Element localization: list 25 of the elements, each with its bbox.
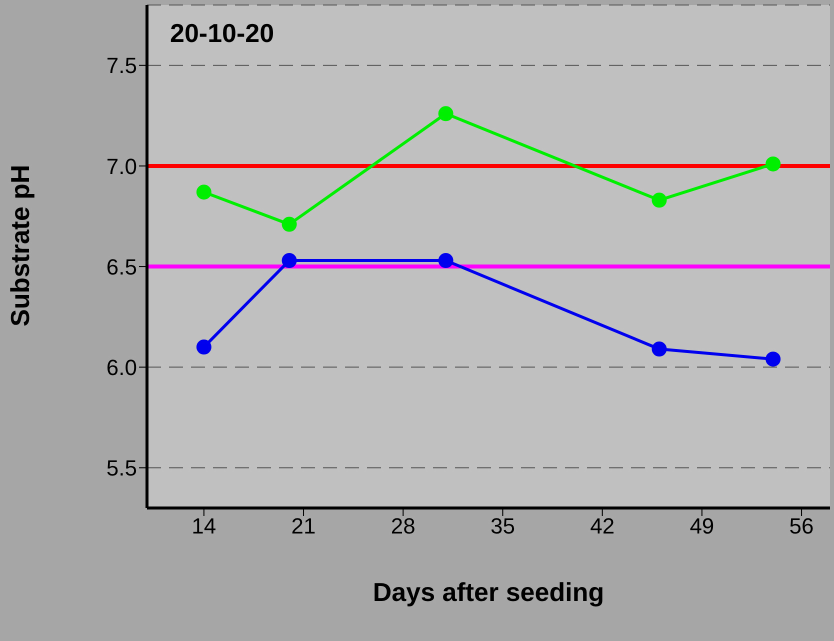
point [652,342,667,357]
x-tick-label: 56 [789,514,814,539]
y-tick-label: 7.5 [106,53,137,78]
y-tick-label: 6.0 [106,354,137,380]
y-tick-label: 5.5 [106,456,137,481]
x-tick-label: 35 [490,514,515,539]
x-axis-title: Days after seeding [372,577,604,607]
point [438,106,454,122]
point [282,216,297,232]
x-tick-label: 21 [291,514,316,539]
x-tick-label: 14 [192,514,216,539]
x-tick-label: 49 [690,514,714,539]
point [282,253,297,268]
text: 20-10-20 [170,18,274,49]
x-tick-label: 28 [390,514,416,539]
point [196,184,212,200]
point [766,352,781,367]
point [438,253,454,268]
point [652,192,667,208]
point [766,156,781,172]
x-tick-label: 42 [590,514,615,539]
y-axis-title: Substrate pH [5,164,36,326]
y-tick-label: 7.0 [106,154,137,179]
y-tick-label: 6.5 [106,254,137,280]
point [196,340,212,355]
